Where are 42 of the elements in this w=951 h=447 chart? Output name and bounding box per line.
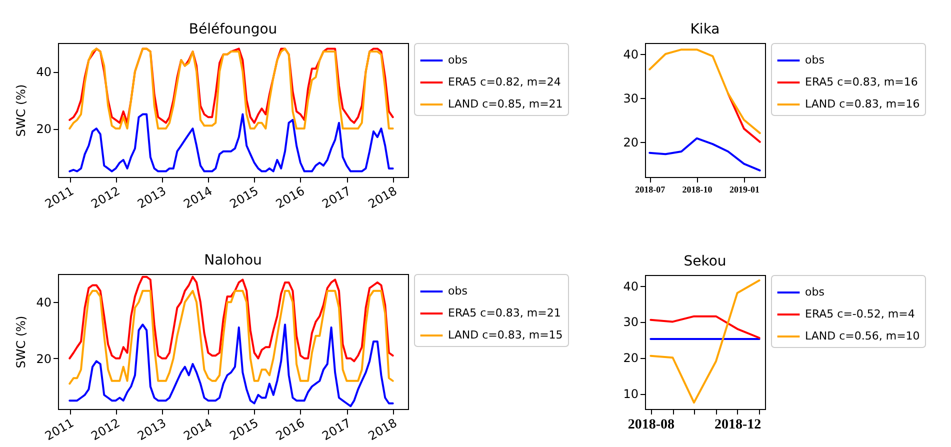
chart-title: Kika [690, 22, 720, 38]
line-series [650, 279, 760, 404]
line-series [648, 137, 761, 172]
y-axis-title: SWC (%) [14, 84, 28, 137]
y-tick-label: 30 [623, 315, 638, 330]
x-tick-label: 2018-08 [628, 418, 675, 432]
legend-label: obs [448, 54, 468, 66]
y-tick-label: 40 [623, 47, 638, 62]
x-tick-label: 2018-07 [635, 184, 666, 194]
x-tick-label: 2018-10 [682, 184, 713, 194]
y-tick-label: 10 [623, 387, 638, 402]
y-axis-title: SWC (%) [14, 316, 28, 368]
legend-label: obs [805, 286, 825, 298]
y-tick-label: 40 [36, 296, 52, 310]
legend-label: obs [448, 284, 468, 298]
legend-label: LAND c=0.83, m=15 [448, 328, 563, 342]
legend-label: ERA5 c=-0.52, m=4 [805, 308, 915, 320]
legend-label: LAND c=0.56, m=10 [805, 330, 920, 342]
y-tick-label: 20 [36, 122, 52, 136]
x-tick-label: 2019-01 [729, 184, 760, 194]
x-tick-label: 2018-12 [714, 418, 762, 432]
line-series [68, 324, 394, 408]
line-series [68, 113, 394, 172]
legend-label: ERA5 c=0.83, m=21 [448, 306, 561, 320]
legend-label: ERA5 c=0.83, m=16 [805, 76, 918, 88]
chart-title: Sekou [684, 254, 726, 270]
legend-label: LAND c=0.83, m=16 [805, 98, 920, 110]
y-tick-label: 20 [36, 352, 52, 366]
legend-label: ERA5 c=0.82, m=24 [448, 76, 561, 88]
chart-title: Béléfoungou [188, 22, 278, 38]
line-series [68, 290, 394, 385]
y-tick-label: 30 [623, 91, 638, 106]
line-series [648, 48, 761, 134]
y-tick-label: 40 [623, 279, 638, 294]
y-tick-label: 40 [36, 65, 52, 80]
y-tick-label: 20 [623, 351, 638, 366]
line-series [68, 276, 394, 362]
y-tick-label: 20 [623, 135, 638, 150]
line-series [650, 315, 760, 339]
chart-title: Nalohou [204, 252, 262, 268]
legend-label: obs [805, 54, 825, 66]
legend-label: LAND c=0.85, m=21 [448, 98, 563, 110]
